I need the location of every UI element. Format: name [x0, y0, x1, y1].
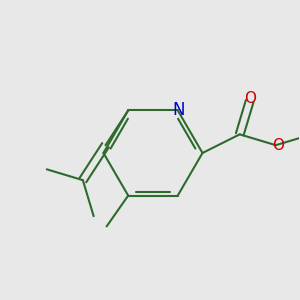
Text: O: O: [244, 91, 256, 106]
Text: O: O: [272, 138, 284, 153]
Text: N: N: [172, 101, 185, 119]
